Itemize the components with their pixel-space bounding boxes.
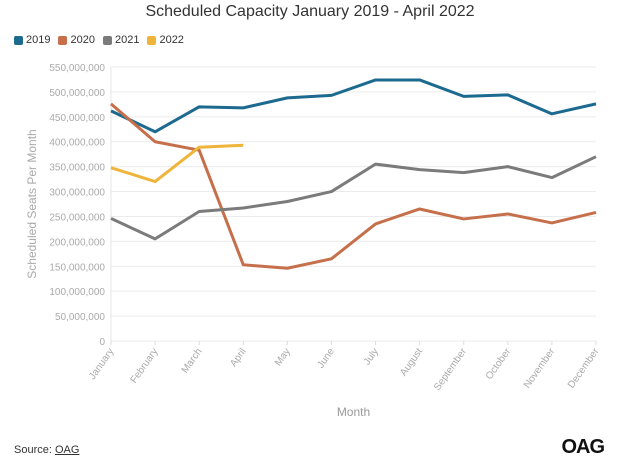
x-tick-label: June	[315, 346, 337, 370]
legend-item-2019[interactable]: 2019	[14, 34, 50, 46]
series-line-2021	[110, 155, 597, 241]
source-note: Source: OAG	[14, 444, 79, 456]
legend-swatch	[14, 35, 23, 45]
legend: 2019 2020 2021 2022	[14, 34, 184, 46]
source-link[interactable]: OAG	[54, 444, 80, 456]
y-tick-label: 200,000,000	[49, 237, 105, 248]
y-tick-label: 500,000,000	[49, 88, 105, 99]
series-line-2022	[110, 143, 244, 184]
series-line-2019	[110, 78, 597, 134]
legend-swatch	[58, 35, 68, 45]
oag-logo: OAG	[561, 436, 605, 458]
legend-label: 2020	[70, 34, 95, 46]
legend-label: 2022	[159, 34, 184, 46]
legend-swatch	[147, 35, 157, 45]
x-tick-label: November	[522, 346, 558, 391]
x-tick-label: May	[273, 346, 293, 368]
x-tick-label: December	[566, 346, 602, 391]
x-tick-label: August	[398, 346, 425, 378]
y-tick-label: 350,000,000	[49, 163, 105, 174]
y-tick-label: 550,000,000	[49, 63, 105, 74]
chart-title: Scheduled Capacity January 2019 - April …	[145, 3, 475, 20]
x-tick-label: July	[362, 346, 381, 367]
y-axis-label: Scheduled Seats Per Month	[25, 129, 39, 278]
legend-item-2021[interactable]: 2021	[102, 34, 140, 46]
x-axis-label: Month	[337, 405, 370, 419]
x-tick-label: October	[484, 346, 514, 382]
y-tick-label: 150,000,000	[49, 262, 105, 273]
x-tick-label: September	[432, 346, 469, 393]
legend-swatch	[102, 35, 112, 45]
legend-item-2020[interactable]: 2020	[58, 34, 95, 46]
x-tick-label: April	[228, 346, 248, 369]
y-tick-label: 100,000,000	[49, 287, 105, 298]
x-tick-label: March	[180, 346, 205, 375]
legend-label: 2021	[114, 34, 140, 46]
y-tick-label: 300,000,000	[49, 188, 105, 199]
source-label: Source:	[14, 444, 55, 456]
y-tick-label: 250,000,000	[49, 212, 105, 223]
series-line-2020	[110, 102, 597, 270]
legend-label: 2019	[26, 34, 51, 46]
x-tick-label: January	[87, 346, 116, 381]
x-tick-label: February	[129, 346, 161, 385]
y-tick-label: 50,000,000	[55, 312, 105, 323]
y-tick-label: 400,000,000	[49, 138, 105, 149]
legend-item-2022[interactable]: 2022	[147, 34, 184, 46]
y-tick-label: 0	[99, 337, 105, 348]
y-tick-label: 450,000,000	[49, 113, 105, 124]
